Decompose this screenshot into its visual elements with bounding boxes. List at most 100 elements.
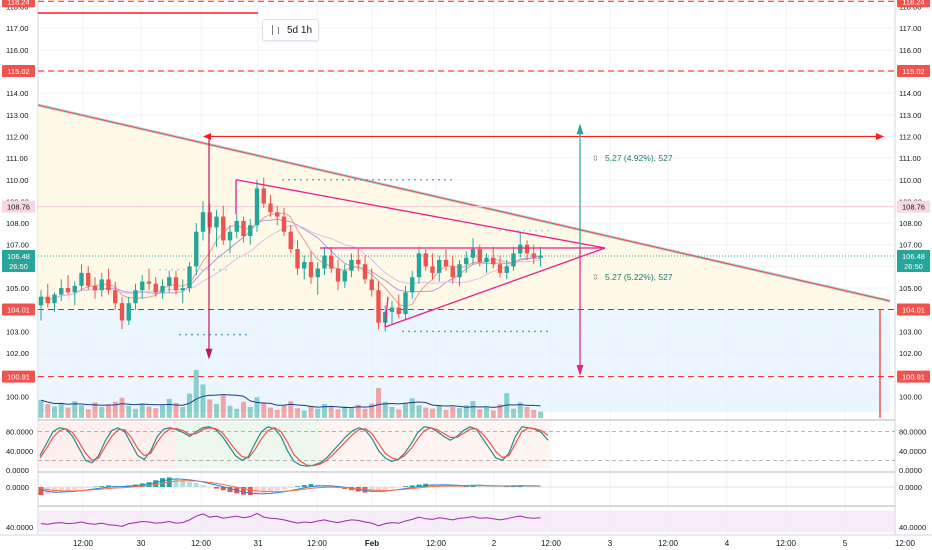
price-tick-left: 103.00 xyxy=(6,327,29,336)
upper-dot xyxy=(517,229,519,232)
interval-indicator[interactable]: 5d 1h xyxy=(262,19,320,41)
candle-body xyxy=(194,231,199,267)
candle-body xyxy=(416,253,422,278)
resistance-dot xyxy=(378,178,380,181)
marked-tag-right xyxy=(897,200,930,213)
trend-line xyxy=(37,104,891,302)
macd-bar xyxy=(490,486,496,488)
time-label-12: 12:00 xyxy=(776,539,797,548)
macd-bar xyxy=(497,486,503,488)
candle-body xyxy=(315,268,320,278)
volume-bar xyxy=(382,401,388,418)
volume-bar xyxy=(376,387,381,418)
support-dot xyxy=(468,330,470,333)
volume-bar xyxy=(409,398,415,418)
resistance-dot xyxy=(450,178,452,181)
mid-dot xyxy=(177,268,179,271)
support-dot xyxy=(402,330,404,333)
volume-bar xyxy=(38,400,44,418)
candle-body xyxy=(65,288,71,293)
macd-bar xyxy=(92,486,98,488)
volume-bar xyxy=(504,393,510,418)
time-label-4: 12:00 xyxy=(307,539,328,548)
candle-body xyxy=(477,249,482,263)
candle-body xyxy=(281,216,287,232)
candle-body xyxy=(268,203,273,213)
volume-bar xyxy=(166,398,172,418)
candle-body xyxy=(200,212,206,232)
volume-bars xyxy=(38,370,543,418)
rsi-line xyxy=(40,512,541,527)
resistance-dot xyxy=(438,178,440,181)
candles xyxy=(38,177,543,332)
macd-bar xyxy=(99,486,105,487)
resistance-dot xyxy=(420,178,422,181)
time-label-6: 12:00 xyxy=(426,539,447,548)
support-dot xyxy=(438,330,440,333)
volume-bar xyxy=(126,405,132,418)
volume-bar xyxy=(430,408,435,418)
macd-signal-line xyxy=(40,480,541,493)
countdown-label-right: 26:50 xyxy=(904,262,923,271)
macd-bar xyxy=(200,485,206,487)
volume-bar xyxy=(52,406,57,418)
upper-dot xyxy=(499,229,501,232)
upper-dot xyxy=(535,229,537,232)
candle-body xyxy=(369,279,374,291)
candle-body xyxy=(491,257,496,265)
candle-body xyxy=(72,285,77,293)
last-price-label-right: 106.48 xyxy=(902,252,925,261)
price-tick-left: 113.00 xyxy=(6,111,28,120)
resistance-dot xyxy=(300,178,302,181)
level-tag-label-right: 100.91 xyxy=(902,373,925,382)
resistance-dot xyxy=(336,178,338,181)
candle-body xyxy=(207,212,212,228)
volume-bar xyxy=(531,409,537,418)
support-dot xyxy=(456,330,458,333)
candle-body xyxy=(423,253,428,267)
level-tag-right xyxy=(897,303,930,316)
volume-bar xyxy=(362,408,368,418)
candle-body xyxy=(470,249,476,258)
trend-zone-upper xyxy=(38,105,890,310)
volume-bar xyxy=(315,408,321,418)
candle-body xyxy=(221,216,226,241)
price-tick-right: 102.00 xyxy=(899,349,922,358)
trend-zone-lower xyxy=(38,309,890,412)
price-tick-right: 117.00 xyxy=(899,24,921,33)
resistance-dot xyxy=(294,178,296,181)
resistance-dot xyxy=(426,178,428,181)
resistance-dot xyxy=(372,178,374,181)
upper-dot xyxy=(547,229,549,232)
resistance-dot xyxy=(318,178,320,181)
mid-dot xyxy=(225,268,227,271)
mid-dot xyxy=(159,268,161,271)
candle-body xyxy=(45,296,50,304)
candle-body xyxy=(430,266,435,273)
price-tick-right: 103.00 xyxy=(899,327,922,336)
candle-body xyxy=(52,294,57,304)
candle-body xyxy=(518,244,523,254)
macd-bar xyxy=(328,486,334,487)
stoch-tick-right-0: 80.0000 xyxy=(899,428,926,437)
price-tick-right: 111.00 xyxy=(899,154,921,163)
macd-tick-left-0: 0.0000 xyxy=(6,483,29,492)
volume-bar xyxy=(146,406,152,418)
macd-bar xyxy=(58,487,64,492)
macd-bar xyxy=(396,487,402,488)
time-label-13: 5 xyxy=(843,539,848,548)
support-dot xyxy=(221,333,223,336)
candle-body xyxy=(119,303,125,321)
macd-bar xyxy=(247,487,253,495)
macd-bar xyxy=(369,487,375,493)
candle-body xyxy=(140,281,145,291)
resistance-dot xyxy=(408,178,410,181)
volume-bar xyxy=(200,384,206,418)
candle-body xyxy=(79,272,84,286)
candle-body xyxy=(227,231,233,241)
volume-bar xyxy=(342,406,348,418)
level-tag-right xyxy=(897,65,930,78)
macd-bar xyxy=(220,487,226,491)
resistance-dot xyxy=(312,178,314,181)
